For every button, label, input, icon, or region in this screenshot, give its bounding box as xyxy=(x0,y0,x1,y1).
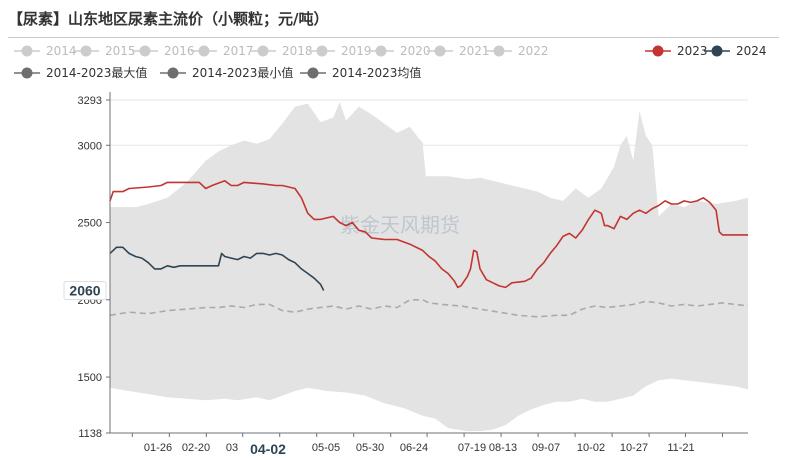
legend-marker xyxy=(316,45,328,57)
x-tick-label: 01-26 xyxy=(144,442,172,454)
title-divider xyxy=(8,37,779,38)
legend-label: 2014-2023最小值 xyxy=(192,65,293,80)
x-tick-label: 08-13 xyxy=(489,442,517,454)
chart-title: 【尿素】山东地区尿素主流价（小颗粒；元/吨） xyxy=(8,10,329,28)
legend-label: 2023 xyxy=(677,44,708,58)
legend-marker xyxy=(139,45,151,57)
legend-item-2015[interactable]: 2015 xyxy=(73,44,136,58)
legend-marker xyxy=(80,45,92,57)
y-axis-pointer-label: 2060 xyxy=(69,283,100,299)
legend-item-2018[interactable]: 2018 xyxy=(250,44,313,58)
watermark: 紫金天风期货 xyxy=(340,213,460,237)
legend-marker xyxy=(257,45,269,57)
x-tick-label: 06-24 xyxy=(400,442,428,454)
legend-item-2016[interactable]: 2016 xyxy=(132,44,195,58)
legend-marker xyxy=(493,45,505,57)
x-tick-label: 11-21 xyxy=(667,442,694,454)
legend-item-2017[interactable]: 2017 xyxy=(191,44,254,58)
legend-marker xyxy=(198,45,210,57)
x-tick-label: 05-05 xyxy=(312,442,340,454)
legend-marker xyxy=(21,67,33,79)
x-tick-label: 03 xyxy=(226,442,238,454)
legend-label: 2015 xyxy=(105,44,136,58)
legend-marker xyxy=(652,45,664,57)
y-tick-label: 3000 xyxy=(78,140,102,152)
legend-item-2020[interactable]: 2020 xyxy=(368,44,431,58)
legend-label: 2019 xyxy=(341,44,372,58)
x-tick-label: 09-07 xyxy=(532,442,560,454)
legend-label: 2014-2023最大值 xyxy=(46,65,147,80)
y-tick-label: 1138 xyxy=(78,428,102,440)
x-tick-label: 05-30 xyxy=(356,442,384,454)
y-tick-label: 2500 xyxy=(78,218,102,230)
legend-label: 2014-2023均值 xyxy=(332,65,421,80)
legend-marker xyxy=(307,67,319,79)
series-line-2024 xyxy=(109,246,325,291)
legend-item-2023[interactable]: 2023 xyxy=(645,44,708,58)
legend-label: 2024 xyxy=(736,44,767,58)
legend-item-2014-2023最小值[interactable]: 2014-2023最小值 xyxy=(160,65,293,80)
legend-item-2021[interactable]: 2021 xyxy=(427,44,490,58)
legend-label: 2022 xyxy=(518,44,549,58)
legend-item-2014-2023最大值[interactable]: 2014-2023最大值 xyxy=(14,65,147,80)
legend-marker xyxy=(167,67,179,79)
x-tick-label: 10-02 xyxy=(577,442,605,454)
y-axis-pointer-box xyxy=(63,281,107,301)
legend-label: 2020 xyxy=(400,44,431,58)
legend-item-2022[interactable]: 2022 xyxy=(486,44,549,58)
legend-marker xyxy=(375,45,387,57)
x-tick-label: 02-20 xyxy=(182,442,210,454)
legend-label: 2014 xyxy=(46,44,77,58)
legend-item-2019[interactable]: 2019 xyxy=(309,44,372,58)
legend-item-2014-2023均值[interactable]: 2014-2023均值 xyxy=(300,65,421,80)
legend-item-2014[interactable]: 2014 xyxy=(14,44,77,58)
series-line-2023 xyxy=(109,180,748,289)
legend-item-2024[interactable]: 2024 xyxy=(704,44,767,58)
x-tick-label: 07-19 xyxy=(458,442,486,454)
series-line-2014-2023均值 xyxy=(109,299,749,318)
y-tick-label: 3293 xyxy=(78,95,102,107)
legend-label: 2017 xyxy=(223,44,254,58)
legend-label: 2018 xyxy=(282,44,313,58)
x-tick-label: 04-02 xyxy=(250,441,286,457)
legend-marker xyxy=(711,45,723,57)
legend-label: 2016 xyxy=(164,44,195,58)
x-tick-label: 10-27 xyxy=(620,442,648,454)
legend-label: 2021 xyxy=(459,44,490,58)
legend-marker xyxy=(434,45,446,57)
legend-marker xyxy=(21,45,33,57)
y-tick-label: 1500 xyxy=(78,372,102,384)
